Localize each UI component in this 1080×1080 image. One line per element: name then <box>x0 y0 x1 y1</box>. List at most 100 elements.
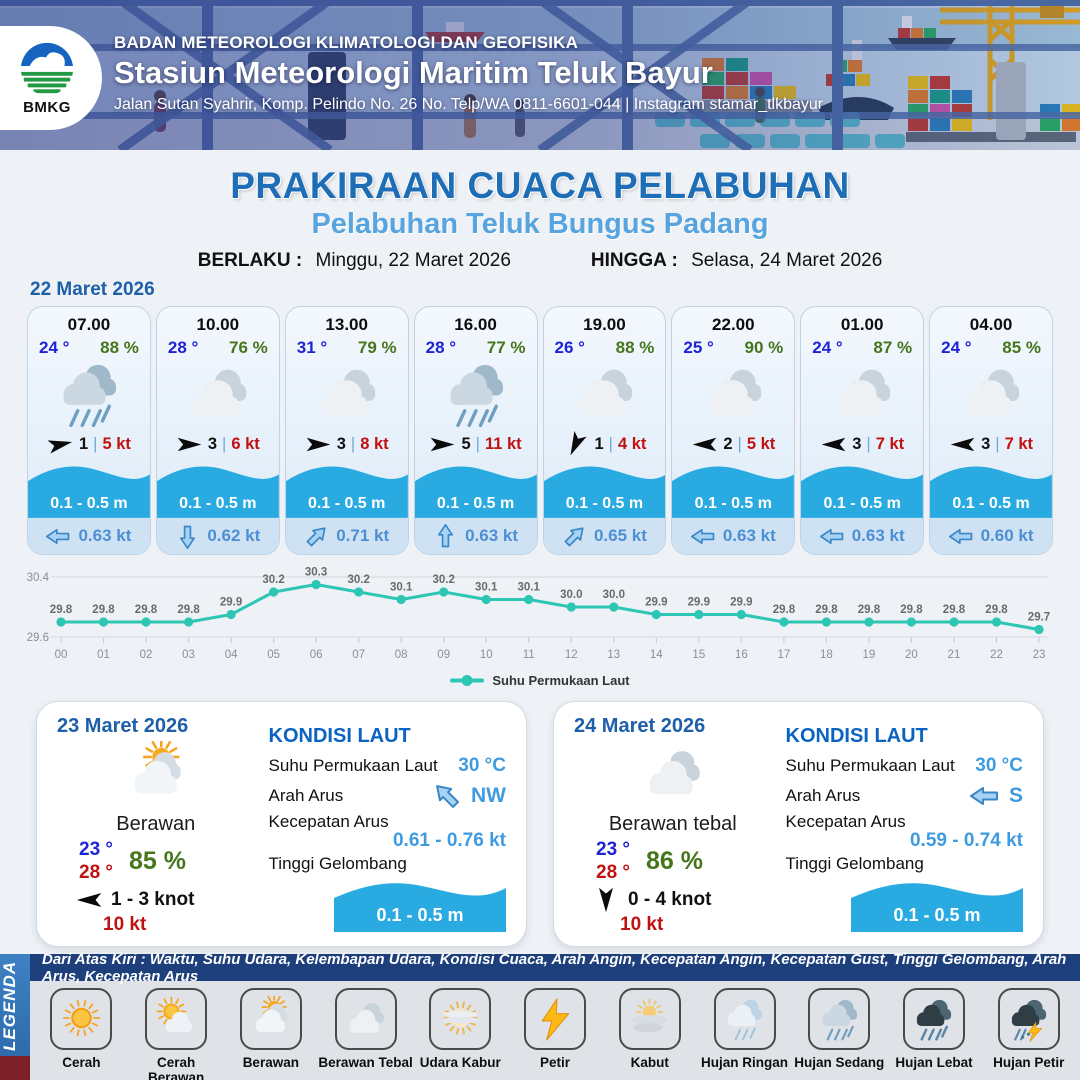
svg-text:29.8: 29.8 <box>815 604 838 616</box>
current-row: 0.63 kt <box>28 518 150 554</box>
wind-direction-icon <box>820 436 847 453</box>
svg-text:30.2: 30.2 <box>433 574 455 586</box>
current-row: 0.71 kt <box>285 518 408 554</box>
svg-text:02: 02 <box>140 649 153 661</box>
min-temperature: 23 ° <box>79 838 114 860</box>
current-direction-icon <box>690 527 716 546</box>
air-temperature: 31 ° <box>296 338 328 357</box>
svg-text:19: 19 <box>863 649 876 661</box>
daily-forecast-row: 23 Maret 2026 Berawan 23 ° 28 ° 85 % 1 -… <box>0 701 1080 947</box>
hourly-forecast-row: 07.00 24 ° 88 % 1 | 5 kt 0.1 - 0.5 m 0.6… <box>0 306 1080 555</box>
wind-direction-icon <box>305 436 332 453</box>
daily-weather-summary: 24 Maret 2026 Berawan tebal 23 ° 28 ° 86… <box>574 715 772 936</box>
wind-row: 5 | 11 kt <box>415 431 537 458</box>
current-direction-icon <box>301 521 332 552</box>
svg-text:16: 16 <box>735 649 748 661</box>
legend-item-label: Kabut <box>630 1055 669 1070</box>
wave-height-band: 0.1 - 0.5 m <box>801 458 924 519</box>
temp-humidity-row: 28 ° 77 % <box>415 335 537 358</box>
wind-direction-icon <box>45 434 75 456</box>
current-speed: 0.63 kt <box>722 526 776 546</box>
station-address: Jalan Sutan Syahrir, Komp. Pelindo No. 2… <box>114 96 824 113</box>
weather-condition <box>28 358 150 431</box>
legend-item-label: Hujan Sedang <box>794 1055 885 1070</box>
svg-text:00: 00 <box>55 649 68 661</box>
forecast-time: 10.00 <box>196 315 240 334</box>
legend-item: Hujan Sedang <box>792 988 887 1080</box>
current-speed: 0.65 kt <box>593 526 647 546</box>
gust-speed: 4 kt <box>617 435 647 454</box>
svg-text:29.8: 29.8 <box>773 604 796 616</box>
legend-item-label: Hujan Lebat <box>895 1055 973 1070</box>
legend-item-label: Cerah <box>62 1055 101 1070</box>
daily-temps: 23 ° 28 ° 85 % <box>57 838 255 886</box>
svg-text:09: 09 <box>437 649 450 661</box>
daily-temps: 23 ° 28 ° 86 % <box>574 838 772 886</box>
svg-text:29.9: 29.9 <box>688 597 710 609</box>
wind-direction-icon <box>691 436 718 453</box>
air-temperature: 24 ° <box>39 338 70 357</box>
svg-text:01: 01 <box>97 649 110 661</box>
legend-item: Udara Kabur <box>413 988 508 1080</box>
sea-conditions-title: KONDISI LAUT <box>268 725 411 747</box>
gust-speed: 6 kt <box>231 435 260 454</box>
legend-item: Cerah Berawan <box>129 988 224 1080</box>
sst-label: Suhu Permukaan Laut <box>268 756 438 775</box>
sea-conditions: KONDISI LAUT Suhu Permukaan Laut 30 °C A… <box>772 715 1023 936</box>
bmkg-logo: BMKG <box>0 26 102 130</box>
wave-height-band: 0.1 - 0.5 m <box>930 458 1052 519</box>
legend-item-label: Berawan Tebal <box>318 1055 413 1070</box>
svg-text:20: 20 <box>905 649 918 661</box>
legend-title: LEGENDA <box>0 960 19 1052</box>
weather-condition <box>544 358 666 431</box>
forecast-time: 22.00 <box>712 315 755 334</box>
svg-text:06: 06 <box>310 649 323 661</box>
wind-speed: 1 <box>78 435 89 454</box>
wave-shape <box>801 466 924 519</box>
legend-icon-box <box>334 988 397 1050</box>
humidity: 76 % <box>229 338 268 357</box>
current-direction-icon <box>428 777 466 815</box>
current-speed: 0.62 kt <box>207 526 261 546</box>
separator: | <box>222 435 227 454</box>
legend-band-red-corner <box>0 1056 30 1080</box>
wave-shape <box>414 466 537 519</box>
wave-height-value: 0.1 - 0.5 m <box>893 905 981 925</box>
svg-text:11: 11 <box>523 649 535 661</box>
legend-icon-box <box>808 988 871 1050</box>
svg-text:23: 23 <box>1033 649 1046 661</box>
sst-label: Suhu Permukaan Laut <box>785 756 955 775</box>
legend-icon-box <box>997 988 1060 1050</box>
chart-legend-marker-icon <box>450 675 485 686</box>
valid-from-label: BERLAKU : <box>197 250 303 271</box>
wind-row: 3 | 7 kt <box>930 431 1052 458</box>
svg-text:10: 10 <box>480 649 493 661</box>
daily-weather-condition <box>574 738 772 812</box>
forecast-time: 16.00 <box>454 315 497 334</box>
svg-text:29.9: 29.9 <box>730 597 752 609</box>
forecast-time: 04.00 <box>969 315 1013 334</box>
bmkg-logo-icon <box>20 42 74 94</box>
temp-humidity-row: 26 ° 88 % <box>544 335 666 358</box>
forecast-card: 19.00 26 ° 88 % 1 | 4 kt 0.1 - 0.5 m 0.6… <box>542 306 667 555</box>
weather-icon <box>632 741 714 809</box>
svg-text:22: 22 <box>990 649 1003 661</box>
legend-item: Hujan Lebat <box>887 988 982 1080</box>
daily-gust: 10 kt <box>103 914 147 935</box>
current-direction-value: S <box>1008 784 1023 807</box>
wave-height-band: 0.1 - 0.5 m <box>28 458 150 519</box>
current-row: 0.65 kt <box>543 518 666 554</box>
wind-direction-icon <box>597 886 615 914</box>
separator: | <box>350 435 356 454</box>
wave-height-badge: 0.1 - 0.5 m <box>334 876 506 932</box>
svg-text:29.8: 29.8 <box>985 604 1008 616</box>
wind-direction-icon <box>429 436 456 453</box>
hujan-sedang-icon <box>816 996 863 1043</box>
valid-from: BERLAKU : Minggu, 22 Maret 2026 <box>198 250 511 272</box>
air-temperature: 28 ° <box>425 338 457 357</box>
legend-icon-box <box>713 988 776 1050</box>
wave-shape <box>543 466 666 519</box>
page-subtitle: Pelabuhan Teluk Bungus Padang <box>311 208 769 240</box>
humidity: 85 % <box>1002 338 1041 357</box>
